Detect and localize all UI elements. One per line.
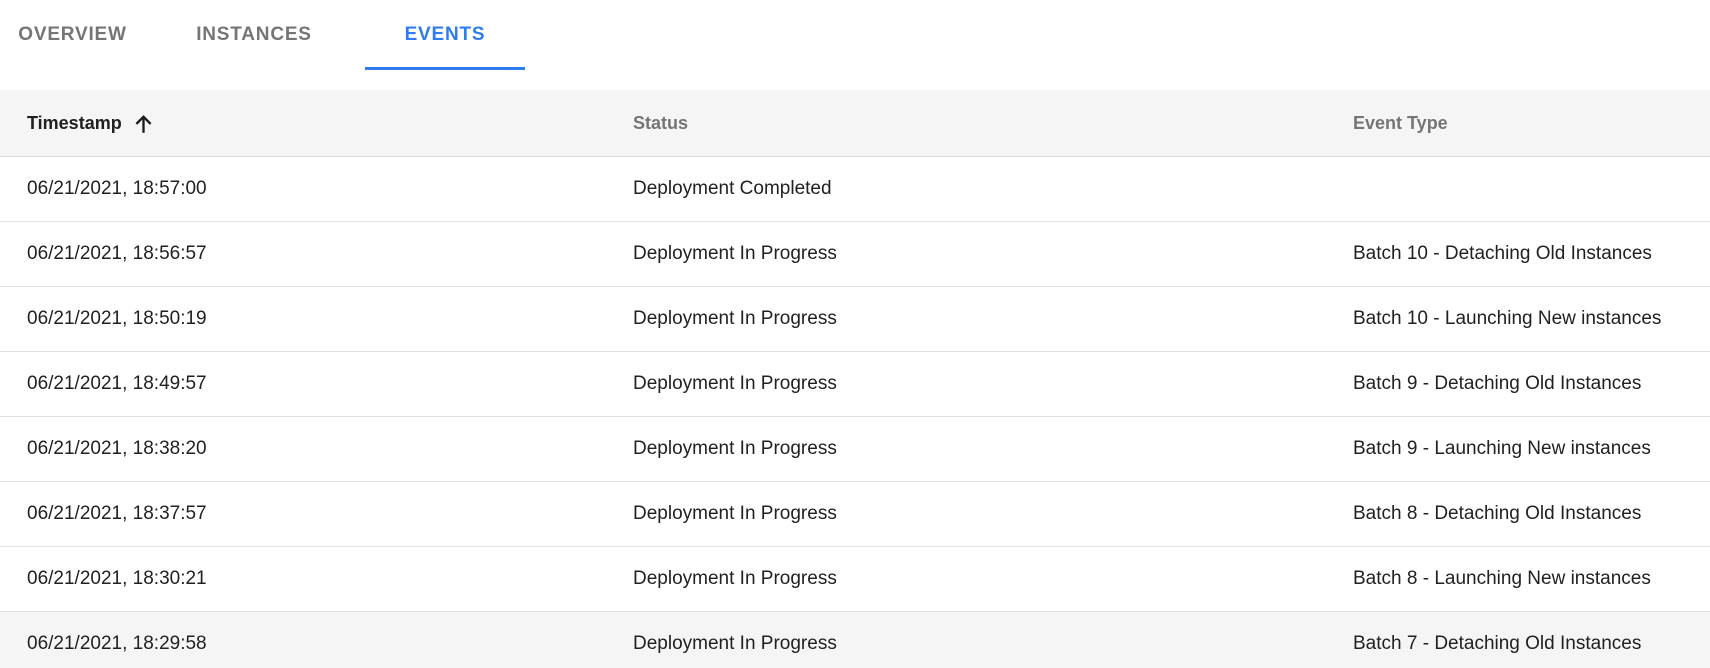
status-cell: Deployment In Progress xyxy=(633,438,837,459)
timestamp-cell: 06/21/2021, 18:38:20 xyxy=(27,438,207,459)
table-row[interactable]: 06/21/2021, 18:37:57 Deployment In Progr… xyxy=(0,482,1710,547)
events-table: Timestamp Status Event Type 06/21/2021, … xyxy=(0,90,1710,668)
status-cell: Deployment In Progress xyxy=(633,243,837,264)
event-type-cell: Batch 7 - Detaching Old Instances xyxy=(1353,633,1642,654)
event-type-cell: Batch 9 - Launching New instances xyxy=(1353,438,1651,459)
tab-instances[interactable]: INSTANCES xyxy=(145,0,363,70)
status-cell: Deployment In Progress xyxy=(633,308,837,329)
table-row[interactable]: 06/21/2021, 18:56:57 Deployment In Progr… xyxy=(0,222,1710,287)
event-type-cell: Batch 8 - Launching New instances xyxy=(1353,568,1651,589)
status-cell: Deployment In Progress xyxy=(633,373,837,394)
table-header-row: Timestamp Status Event Type xyxy=(0,90,1710,157)
tab-overview[interactable]: OVERVIEW xyxy=(0,0,145,70)
timestamp-cell: 06/21/2021, 18:37:57 xyxy=(27,503,207,524)
timestamp-cell: 06/21/2021, 18:57:00 xyxy=(27,178,207,199)
event-type-cell: Batch 10 - Launching New instances xyxy=(1353,308,1662,329)
sort-ascending-arrow-icon xyxy=(132,112,155,135)
table-row[interactable]: 06/21/2021, 18:50:19 Deployment In Progr… xyxy=(0,287,1710,352)
table-row[interactable]: 06/21/2021, 18:38:20 Deployment In Progr… xyxy=(0,417,1710,482)
tab-bar: OVERVIEW INSTANCES EVENTS xyxy=(0,0,1710,70)
column-header-status[interactable]: Status xyxy=(633,112,689,133)
column-header-event-type[interactable]: Event Type xyxy=(1353,112,1448,133)
status-cell: Deployment In Progress xyxy=(633,633,837,654)
event-type-cell: Batch 8 - Detaching Old Instances xyxy=(1353,503,1642,524)
status-cell: Deployment In Progress xyxy=(633,568,837,589)
event-type-cell: Batch 10 - Detaching Old Instances xyxy=(1353,243,1652,264)
column-header-timestamp-label: Timestamp xyxy=(27,112,122,133)
event-type-cell: Batch 9 - Detaching Old Instances xyxy=(1353,373,1642,394)
timestamp-cell: 06/21/2021, 18:50:19 xyxy=(27,308,207,329)
table-row[interactable]: 06/21/2021, 18:49:57 Deployment In Progr… xyxy=(0,352,1710,417)
table-row[interactable]: 06/21/2021, 18:29:58 Deployment In Progr… xyxy=(0,612,1710,668)
table-row[interactable]: 06/21/2021, 18:30:21 Deployment In Progr… xyxy=(0,547,1710,612)
timestamp-cell: 06/21/2021, 18:29:58 xyxy=(27,633,207,654)
timestamp-cell: 06/21/2021, 18:49:57 xyxy=(27,373,207,394)
tab-events[interactable]: EVENTS xyxy=(365,0,525,70)
timestamp-cell: 06/21/2021, 18:30:21 xyxy=(27,568,207,589)
status-cell: Deployment In Progress xyxy=(633,503,837,524)
column-header-timestamp[interactable]: Timestamp xyxy=(27,112,633,135)
timestamp-cell: 06/21/2021, 18:56:57 xyxy=(27,243,207,264)
table-row[interactable]: 06/21/2021, 18:57:00 Deployment Complete… xyxy=(0,157,1710,222)
status-cell: Deployment Completed xyxy=(633,178,832,199)
